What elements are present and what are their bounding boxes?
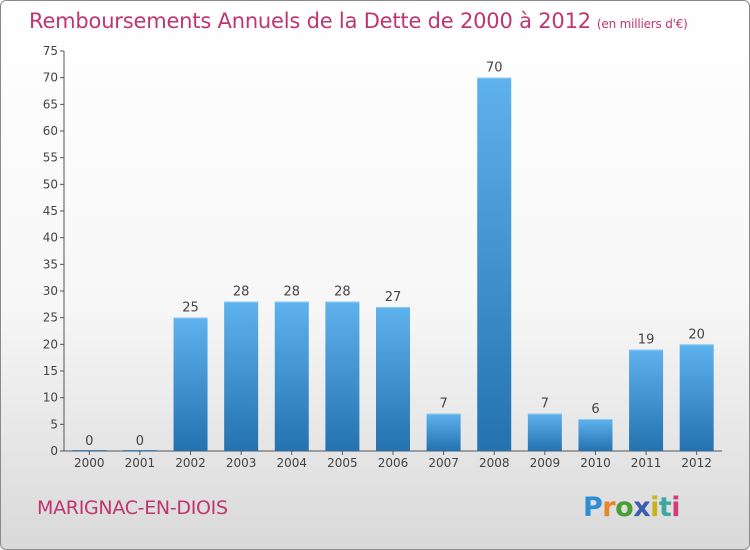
y-tick-label: 25 xyxy=(43,311,58,325)
y-tick-label: 75 xyxy=(43,44,58,58)
x-tick-label: 2001 xyxy=(125,456,156,470)
bar xyxy=(274,301,309,451)
x-tick-label: 2000 xyxy=(74,456,105,470)
bar xyxy=(72,450,107,451)
bar-value-label: 0 xyxy=(136,434,144,449)
logo-letter: t xyxy=(658,492,672,523)
bar xyxy=(578,419,613,451)
y-tick-label: 10 xyxy=(43,391,58,405)
y-tick-label: 60 xyxy=(43,124,58,138)
bar-value-label: 7 xyxy=(541,397,549,412)
y-tick-label: 5 xyxy=(50,417,58,431)
bar-value-label: 28 xyxy=(283,285,300,300)
logo-letter: i xyxy=(671,492,681,523)
bar-value-label: 25 xyxy=(182,301,199,316)
bar xyxy=(477,77,512,452)
logo-letter: i xyxy=(650,492,659,523)
x-tick-label: 2011 xyxy=(631,456,662,470)
bar xyxy=(224,301,259,451)
x-tick-label: 2010 xyxy=(580,456,611,470)
logo-letter: x xyxy=(633,492,651,523)
x-tick-label: 2007 xyxy=(428,456,459,470)
bar-value-label: 70 xyxy=(486,61,503,76)
chart-unit: (en milliers d'€) xyxy=(596,17,688,31)
chart-title-text: Remboursements Annuels de la Dette de 20… xyxy=(29,9,591,33)
bar xyxy=(426,413,461,451)
bar xyxy=(122,450,157,451)
bar-value-label: 28 xyxy=(334,285,351,300)
proxiti-logo: Proxiti xyxy=(583,492,681,523)
bar xyxy=(629,349,664,451)
bar-value-label: 28 xyxy=(233,285,250,300)
y-tick-label: 50 xyxy=(43,177,58,191)
x-tick-label: 2009 xyxy=(530,456,561,470)
y-tick-label: 20 xyxy=(43,337,58,351)
y-tick-label: 45 xyxy=(43,204,58,218)
y-tick-label: 65 xyxy=(43,97,58,111)
bar-value-label: 19 xyxy=(638,333,655,348)
logo-letter: r xyxy=(602,492,616,523)
x-tick-label: 2006 xyxy=(378,456,409,470)
chart-title: Remboursements Annuels de la Dette de 20… xyxy=(29,9,688,33)
bar xyxy=(173,317,208,451)
logo-letter: P xyxy=(583,492,603,523)
x-tick-label: 2012 xyxy=(681,456,712,470)
x-tick-label: 2004 xyxy=(276,456,307,470)
y-tick-label: 15 xyxy=(43,364,58,378)
bar-value-label: 6 xyxy=(591,402,599,417)
bar-value-label: 0 xyxy=(85,434,93,449)
bar-value-label: 7 xyxy=(439,397,447,412)
bar-value-label: 20 xyxy=(688,327,705,342)
x-tick-label: 2008 xyxy=(479,456,510,470)
bar xyxy=(679,344,714,451)
bar xyxy=(325,301,360,451)
y-tick-label: 0 xyxy=(50,444,58,458)
y-tick-label: 70 xyxy=(43,71,58,85)
bar xyxy=(376,307,410,451)
y-tick-label: 30 xyxy=(43,284,58,298)
x-tick-label: 2005 xyxy=(327,456,358,470)
y-tick-label: 55 xyxy=(43,151,58,165)
x-tick-label: 2003 xyxy=(226,456,257,470)
logo-letter: o xyxy=(615,492,634,523)
y-tick-label: 35 xyxy=(43,257,58,271)
y-tick-label: 40 xyxy=(43,231,58,245)
x-tick-label: 2002 xyxy=(175,456,206,470)
commune-name: MARIGNAC-EN-DIOIS xyxy=(37,497,228,519)
bars: 0 0 25 28 28 28 27 7 70 7 6 19 20 xyxy=(72,61,714,452)
bar xyxy=(527,413,562,451)
bar-value-label: 27 xyxy=(385,290,402,305)
